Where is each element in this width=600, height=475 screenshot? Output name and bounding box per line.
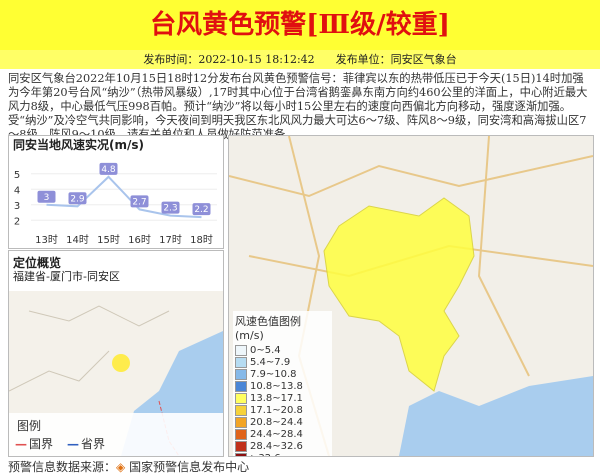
- legend-label: 17.1~20.8: [250, 404, 303, 416]
- y-tick-label: 4: [14, 185, 20, 196]
- legend-label: 10.8~13.8: [250, 380, 303, 392]
- value-badge: [68, 192, 87, 205]
- legend-label: >32.6: [250, 453, 281, 457]
- legend: — 国界 — 省界: [15, 435, 105, 452]
- value-badge: [37, 190, 56, 203]
- legend-label: 20.8~24.4: [250, 416, 303, 428]
- x-tick-label: 17时: [159, 234, 182, 246]
- x-tick-label: 15时: [97, 234, 120, 246]
- legend-label: 13.8~17.1: [250, 392, 303, 404]
- legend-label: 5.4~7.9: [250, 356, 291, 368]
- value-label: 3: [44, 193, 50, 203]
- legend-title: 图例: [17, 419, 42, 433]
- road: [28, 305, 170, 327]
- legend-swatch: [235, 392, 247, 404]
- y-tick-label: 3: [14, 201, 20, 212]
- legend-label: 省界: [81, 437, 106, 451]
- value-label: 2.9: [70, 194, 85, 204]
- legend-label: 国界: [29, 437, 54, 451]
- legend-item: 10.8~13.8: [235, 380, 330, 392]
- legend-label: 28.4~32.6: [250, 440, 303, 452]
- legend-label: 0~5.4: [250, 344, 281, 356]
- value-badge: [161, 201, 180, 214]
- location-panel: 定位概览 福建省-厦门市-同安区 图例 — 国界 — 省界: [8, 250, 224, 457]
- legend-item: 20.8~24.4: [235, 416, 330, 428]
- legend-item: — 省界: [67, 435, 105, 452]
- map-panel: 风速色值图例 (m/s) 0~5.4 5.4~7.9 7.9~10.8 10.8~13…: [228, 135, 594, 457]
- legend-item: 17.1~20.8: [235, 404, 330, 416]
- wind-panel: 同安当地风速实况(m/s) 2 3 4 5 3 13时 2.9 14时 4.8 15时 2.7 16时…: [8, 135, 224, 249]
- legend-item: 28.4~32.6: [235, 440, 330, 452]
- x-tick-label: 16时: [128, 234, 151, 246]
- value-badge: [130, 195, 149, 208]
- legend-item: 13.8~17.1: [235, 392, 330, 404]
- legend-item: 7.9~10.8: [235, 368, 330, 380]
- legend-swatch: [235, 380, 247, 392]
- icon: ◈: [116, 460, 126, 474]
- x-tick-label: 14时: [66, 234, 89, 246]
- publish-info: 发布时间：2022-10-15 18:12:42 发布单位：同安区气象台: [0, 50, 600, 69]
- label: 预警信息数据来源：: [8, 460, 117, 474]
- legend-swatch: [235, 356, 247, 368]
- legend-swatch: [235, 344, 247, 356]
- x-tick-label: 18时: [190, 234, 213, 246]
- mini-map: [9, 291, 223, 456]
- legend-label: 24.4~28.4: [250, 428, 303, 440]
- place: 福建省-厦门市-同安区: [13, 270, 120, 283]
- panel-title: 定位概览: [13, 256, 62, 270]
- road: [9, 350, 110, 392]
- label: 发布时间：: [143, 53, 199, 66]
- legend-item: 5.4~7.9: [235, 356, 330, 368]
- map: [229, 136, 593, 456]
- location-marker: [112, 354, 130, 372]
- wind-chart: 同安当地风速实况(m/s) 2 3 4 5 3 13时 2.9 14时 4.8 15时 2.7 16时…: [13, 137, 217, 246]
- value-label: 2.2: [194, 205, 208, 215]
- legend-swatch: [235, 428, 247, 440]
- x-tick-label: 13时: [35, 234, 58, 246]
- value-label: 2.7: [132, 197, 146, 207]
- legend-swatch: [235, 452, 247, 456]
- sea: [399, 376, 593, 456]
- legend-swatch: [235, 404, 247, 416]
- y-tick-label: 5: [14, 170, 20, 181]
- value-badge: [99, 162, 118, 175]
- legend-label: 7.9~10.8: [250, 368, 297, 380]
- legend-item: 24.4~28.4: [235, 428, 330, 440]
- legend-item: — 国界: [15, 435, 53, 452]
- publisher: 同安区气象台: [390, 53, 457, 66]
- legend-swatch: [235, 416, 247, 428]
- legend-title: 风速色值图例 (m/s): [235, 315, 301, 342]
- legend-swatch: —: [15, 437, 27, 451]
- value-label: 4.8: [101, 165, 116, 175]
- source[interactable]: 国家预警信息发布中心: [129, 460, 250, 474]
- y-tick-label: 2: [14, 216, 20, 227]
- legend-item: 0~5.4: [235, 344, 330, 356]
- value-badge: [192, 203, 211, 216]
- warning-area: [323, 197, 475, 392]
- legend-swatch: [235, 440, 247, 452]
- warning-text: 同安区气象台2022年10月15日18时12分发布台风黄色预警信号：菲律宾以东的…: [8, 72, 588, 141]
- footer: 预警信息数据来源：◈ 国家预警信息发布中心: [8, 458, 249, 475]
- legend-swatch: —: [67, 437, 80, 451]
- wind-line: [46, 175, 202, 219]
- legend-swatch: [235, 368, 247, 380]
- time: 2022-10-15 18:12:42: [198, 53, 315, 66]
- chart-title: 同安当地风速实况(m/s): [13, 137, 144, 152]
- value-label: 2.3: [163, 204, 177, 214]
- title: 台风黄色预警[Ⅲ级/较重]: [0, 0, 600, 50]
- label: 发布单位：: [335, 53, 391, 66]
- legend-bg: [9, 413, 223, 456]
- legend-item: >32.6: [235, 452, 330, 457]
- wind-legend: 风速色值图例 (m/s) 0~5.4 5.4~7.9 7.9~10.8 10.8~13…: [233, 311, 332, 457]
